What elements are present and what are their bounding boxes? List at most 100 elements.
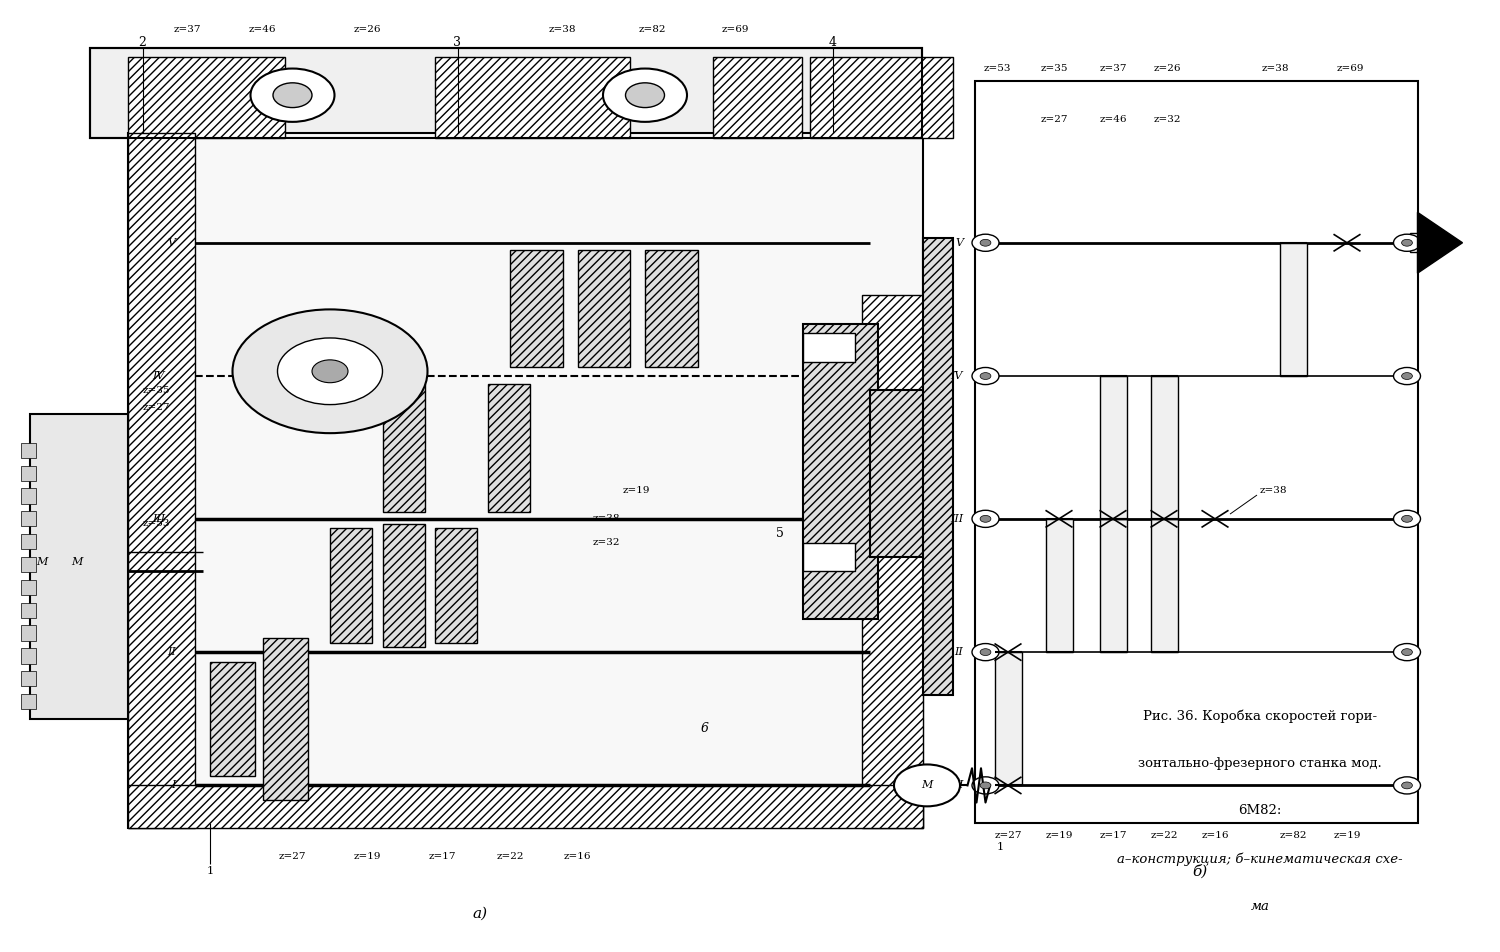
- Text: I: I: [958, 781, 963, 790]
- Polygon shape: [1418, 212, 1462, 273]
- Bar: [1100, 519, 1126, 652]
- Text: z=69: z=69: [1336, 65, 1364, 73]
- Text: III: III: [950, 514, 963, 524]
- Bar: [21, 625, 36, 641]
- Circle shape: [1401, 372, 1413, 380]
- Circle shape: [1394, 234, 1420, 251]
- Bar: [810, 57, 952, 138]
- Bar: [1280, 243, 1306, 376]
- Bar: [1046, 519, 1072, 652]
- Text: z=38: z=38: [1262, 65, 1288, 73]
- Text: z=38: z=38: [549, 26, 576, 34]
- Text: z=19: z=19: [1046, 831, 1072, 840]
- Text: z=46: z=46: [249, 26, 276, 34]
- Circle shape: [972, 367, 999, 385]
- Bar: [128, 57, 285, 138]
- Circle shape: [1394, 777, 1420, 794]
- Text: z=27: z=27: [279, 852, 306, 861]
- Text: z=32: z=32: [592, 538, 619, 547]
- Text: z=53: z=53: [142, 519, 170, 528]
- Text: V: V: [956, 238, 963, 248]
- Text: а): а): [472, 907, 488, 921]
- Text: ма: ма: [1251, 900, 1269, 913]
- Bar: [645, 250, 698, 367]
- Text: z=26: z=26: [1154, 65, 1180, 73]
- Text: z=82: z=82: [639, 26, 666, 34]
- Text: 6М82:: 6М82:: [1239, 804, 1281, 818]
- Bar: [262, 638, 308, 800]
- Text: 1: 1: [998, 843, 1004, 852]
- Circle shape: [1401, 782, 1413, 789]
- Text: z=27: z=27: [1041, 115, 1068, 124]
- Bar: [21, 603, 36, 618]
- Text: II: II: [954, 647, 963, 657]
- Text: z=37: z=37: [174, 26, 201, 34]
- Bar: [488, 384, 530, 512]
- Text: z=19: z=19: [622, 486, 650, 495]
- Text: IV: IV: [153, 371, 165, 381]
- Text: 4: 4: [828, 36, 837, 50]
- Text: z=69: z=69: [722, 26, 748, 34]
- Bar: [922, 238, 952, 695]
- Circle shape: [626, 83, 664, 108]
- Circle shape: [894, 764, 960, 806]
- Bar: [510, 250, 562, 367]
- Text: 1: 1: [207, 866, 213, 876]
- Bar: [802, 324, 877, 619]
- Bar: [1100, 376, 1126, 519]
- Bar: [975, 81, 1418, 823]
- Bar: [21, 694, 36, 709]
- Bar: [1150, 519, 1178, 652]
- Text: z=27: z=27: [994, 831, 1022, 840]
- Bar: [128, 133, 922, 828]
- Circle shape: [972, 644, 999, 661]
- Text: зонтально-фрезерного станка мод.: зонтально-фрезерного станка мод.: [1138, 757, 1382, 770]
- Bar: [802, 333, 855, 362]
- Bar: [802, 543, 855, 571]
- Bar: [1410, 233, 1434, 252]
- Text: Рис. 36. Коробка скоростей гори-: Рис. 36. Коробка скоростей гори-: [1143, 709, 1377, 723]
- Circle shape: [1394, 644, 1420, 661]
- Circle shape: [1394, 367, 1420, 385]
- Text: z=38: z=38: [1260, 486, 1287, 495]
- Text: z=19: z=19: [1334, 831, 1360, 840]
- Bar: [21, 648, 36, 664]
- Bar: [210, 662, 255, 776]
- Circle shape: [980, 239, 992, 247]
- Bar: [1150, 376, 1178, 519]
- Text: z=22: z=22: [496, 852, 523, 861]
- Text: I: I: [171, 781, 176, 790]
- Text: 6: 6: [700, 722, 709, 735]
- Circle shape: [980, 372, 992, 380]
- Circle shape: [1394, 510, 1420, 527]
- Circle shape: [278, 338, 382, 405]
- Text: б): б): [1192, 863, 1208, 879]
- Bar: [382, 384, 424, 512]
- Text: V: V: [168, 238, 176, 248]
- Text: z=35: z=35: [1041, 65, 1068, 73]
- Text: z=17: z=17: [1100, 831, 1126, 840]
- Circle shape: [603, 69, 687, 122]
- Text: z=38: z=38: [592, 514, 619, 524]
- Bar: [435, 57, 630, 138]
- Circle shape: [1401, 648, 1413, 656]
- Bar: [21, 511, 36, 526]
- Circle shape: [232, 309, 428, 433]
- Circle shape: [972, 510, 999, 527]
- Bar: [382, 524, 424, 647]
- Bar: [21, 580, 36, 595]
- Bar: [330, 528, 372, 643]
- Bar: [712, 57, 803, 138]
- Bar: [578, 250, 630, 367]
- Text: z=82: z=82: [1280, 831, 1306, 840]
- Text: z=16: z=16: [1202, 831, 1228, 840]
- Text: II: II: [166, 647, 176, 657]
- Text: 5: 5: [776, 526, 784, 540]
- Bar: [21, 534, 36, 549]
- Bar: [994, 652, 1022, 785]
- Bar: [862, 295, 922, 828]
- Text: z=35: z=35: [142, 386, 170, 395]
- Bar: [90, 48, 922, 138]
- Text: z=26: z=26: [354, 26, 381, 34]
- Circle shape: [972, 777, 999, 794]
